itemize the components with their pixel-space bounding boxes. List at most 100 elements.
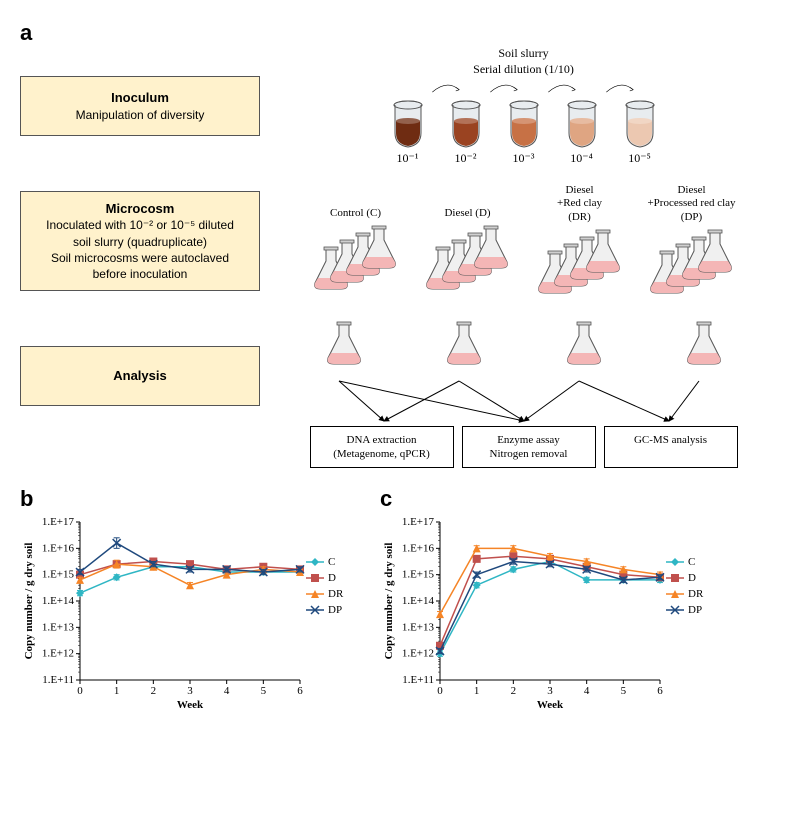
- row-microcosm: Microcosm Inoculated with 10⁻² or 10⁻⁵ d…: [20, 184, 767, 298]
- tube-1: 10⁻¹: [391, 99, 425, 166]
- svg-text:Week: Week: [537, 699, 564, 711]
- svg-text:1: 1: [114, 685, 120, 697]
- flask-stack: [535, 228, 625, 298]
- microcosm-line2: soil slurry (quadruplicate): [27, 234, 253, 250]
- svg-text:0: 0: [77, 685, 83, 697]
- flask-group-label: Diesel +Red clay (DR): [557, 184, 602, 224]
- svg-text:1.E+14: 1.E+14: [402, 595, 435, 607]
- chart-c-panel: c 1.E+111.E+121.E+131.E+141.E+151.E+161.…: [380, 486, 720, 712]
- analysis-flask-icon: [324, 320, 364, 368]
- svg-text:4: 4: [584, 685, 590, 697]
- chart-b-panel: b 1.E+111.E+121.E+131.E+141.E+151.E+161.…: [20, 486, 360, 712]
- svg-text:Copy number / g dry soil: Copy number / g dry soil: [23, 543, 35, 660]
- flask-icon: [471, 224, 511, 272]
- svg-text:Week: Week: [177, 699, 204, 711]
- analysis-out-3: GC-MS analysis: [604, 426, 738, 469]
- svg-text:1.E+16: 1.E+16: [402, 543, 435, 555]
- chart-c: 1.E+111.E+121.E+131.E+141.E+151.E+161.E+…: [380, 512, 720, 712]
- svg-text:4: 4: [224, 685, 230, 697]
- svg-text:1.E+12: 1.E+12: [42, 648, 74, 660]
- svg-text:DR: DR: [328, 588, 344, 600]
- svg-text:2: 2: [511, 685, 517, 697]
- microcosm-right: Control (C) Diesel (D) Diesel +Red clay …: [260, 184, 767, 298]
- svg-text:0: 0: [437, 685, 443, 697]
- microcosm-line4: before inoculation: [27, 266, 253, 282]
- svg-text:1.E+16: 1.E+16: [42, 543, 75, 555]
- flask-group-0: Control (C): [311, 184, 401, 298]
- analysis-out-1: DNA extraction (Metagenome, qPCR): [310, 426, 454, 469]
- flask-icon: [695, 228, 735, 276]
- svg-text:1.E+17: 1.E+17: [42, 516, 75, 528]
- analysis-arrows-icon: [309, 376, 739, 426]
- flask-stack: [423, 224, 513, 294]
- panel-label-c: c: [380, 486, 720, 512]
- tube-label: 10⁻⁴: [570, 151, 593, 166]
- svg-text:DR: DR: [688, 588, 704, 600]
- tube-arrows: [410, 79, 638, 97]
- inoculum-sub: Manipulation of diversity: [27, 107, 253, 123]
- svg-text:D: D: [688, 572, 696, 584]
- flask-icon: [359, 224, 399, 272]
- svg-text:2: 2: [151, 685, 157, 697]
- svg-text:1.E+13: 1.E+13: [42, 622, 75, 634]
- analysis-flasks: [324, 320, 724, 368]
- svg-text:5: 5: [261, 685, 267, 697]
- svg-text:1: 1: [474, 685, 480, 697]
- svg-text:5: 5: [621, 685, 627, 697]
- svg-text:1.E+15: 1.E+15: [42, 569, 75, 581]
- analysis-output-boxes: DNA extraction (Metagenome, qPCR) Enzyme…: [310, 426, 738, 469]
- tube-4: 10⁻⁴: [565, 99, 599, 166]
- svg-text:1.E+14: 1.E+14: [42, 595, 75, 607]
- tube-5: 10⁻⁵: [623, 99, 657, 166]
- inoculum-title: Inoculum: [27, 89, 253, 107]
- svg-text:6: 6: [297, 685, 303, 697]
- microcosm-line1: Inoculated with 10⁻² or 10⁻⁵ diluted: [27, 217, 253, 233]
- analysis-out-2: Enzyme assay Nitrogen removal: [462, 426, 596, 469]
- tube-label: 10⁻⁵: [628, 151, 651, 166]
- dilution-arrow-icon: [546, 79, 580, 97]
- dilution-arrow-icon: [488, 79, 522, 97]
- panel-label-a: a: [20, 20, 767, 46]
- tube-3: 10⁻³: [507, 99, 541, 166]
- chart-b: 1.E+11 1.E+12 1.E+13 1.E+14 1.E+15 1.E+16 1.E+…: [20, 512, 360, 712]
- svg-text:1.E+15: 1.E+15: [402, 569, 435, 581]
- inoculum-right: Soil slurry Serial dilution (1/10) 10⁻¹ …: [260, 46, 767, 166]
- svg-text:6: 6: [657, 685, 663, 697]
- flask-groups: Control (C) Diesel (D) Diesel +Red clay …: [311, 184, 737, 298]
- svg-text:3: 3: [187, 685, 193, 697]
- svg-text:C: C: [328, 556, 335, 568]
- svg-text:1.E+11: 1.E+11: [42, 674, 74, 686]
- tube-label: 10⁻²: [455, 151, 477, 166]
- svg-text:C: C: [688, 556, 695, 568]
- analysis-flask-icon: [564, 320, 604, 368]
- svg-text:DP: DP: [688, 604, 702, 616]
- dilution-arrow-icon: [430, 79, 464, 97]
- row-analysis: Analysis DNA extraction (Metagenome, qPC…: [20, 316, 767, 469]
- svg-text:1.E+12: 1.E+12: [402, 648, 434, 660]
- svg-text:D: D: [328, 572, 336, 584]
- inoculum-box: Inoculum Manipulation of diversity: [20, 76, 260, 136]
- flask-stack: [647, 228, 737, 298]
- dilution-arrow-icon: [604, 79, 638, 97]
- panel-label-b: b: [20, 486, 360, 512]
- svg-text:1.E+11: 1.E+11: [402, 674, 434, 686]
- microcosm-line3: Soil microcosms were autoclaved: [27, 250, 253, 266]
- analysis-flask-icon: [684, 320, 724, 368]
- analysis-right: DNA extraction (Metagenome, qPCR) Enzyme…: [260, 316, 767, 469]
- analysis-box: Analysis: [20, 346, 260, 406]
- flask-icon: [583, 228, 623, 276]
- flask-group-3: Diesel +Processed red clay (DP): [647, 184, 737, 298]
- microcosm-box: Microcosm Inoculated with 10⁻² or 10⁻⁵ d…: [20, 191, 260, 291]
- svg-text:3: 3: [547, 685, 553, 697]
- tube-label: 10⁻³: [513, 151, 535, 166]
- tube-header: Soil slurry Serial dilution (1/10): [473, 46, 574, 77]
- flask-stack: [311, 224, 401, 294]
- flask-group-2: Diesel +Red clay (DR): [535, 184, 625, 298]
- tubes-row: 10⁻¹ 10⁻² 10⁻³ 10⁻⁴ 10⁻⁵: [391, 99, 657, 166]
- analysis-flask-icon: [444, 320, 484, 368]
- flask-group-1: Diesel (D): [423, 184, 513, 298]
- svg-text:DP: DP: [328, 604, 342, 616]
- microcosm-title: Microcosm: [27, 200, 253, 218]
- flask-group-label: Diesel (D): [444, 184, 490, 220]
- flask-group-label: Control (C): [330, 184, 381, 220]
